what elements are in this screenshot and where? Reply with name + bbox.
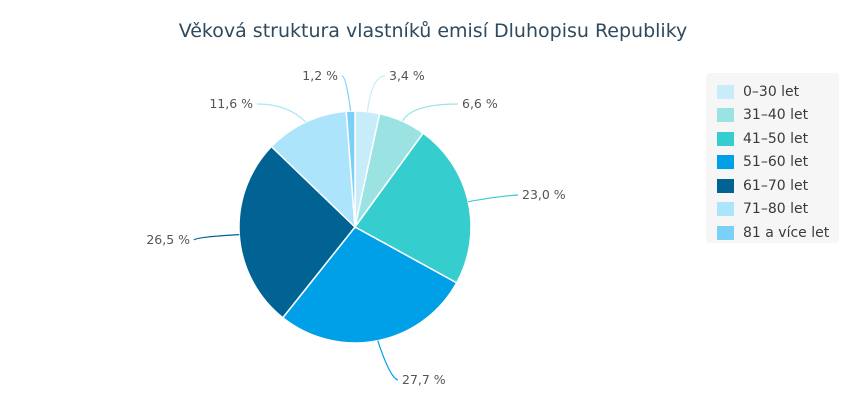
label-connector [377, 340, 399, 381]
legend-item[interactable]: 41–50 let [717, 127, 839, 151]
label-connector [401, 103, 459, 122]
legend-item[interactable]: 81 a více let [717, 221, 839, 245]
legend-label: 31–40 let [743, 107, 809, 124]
data-label: 23,0 % [522, 187, 566, 202]
legend-swatch [717, 155, 734, 170]
legend-swatch [717, 202, 734, 217]
chart-title: Věková struktura vlastníků emisí Dluhopi… [178, 20, 688, 42]
legend-swatch [717, 178, 734, 193]
pie-slice[interactable] [270, 110, 356, 229]
pie-slice[interactable] [353, 132, 472, 284]
legend-label: 61–70 let [743, 177, 809, 194]
legend-label: 0–30 let [743, 83, 800, 100]
pie-slice[interactable] [281, 226, 458, 344]
legend-item[interactable]: 71–80 let [717, 198, 839, 222]
data-label: 27,7 % [402, 372, 446, 387]
label-connector [193, 234, 240, 241]
data-label: 11,6 % [209, 96, 253, 111]
legend-item[interactable]: 61–70 let [717, 174, 839, 198]
legend-swatch [717, 84, 734, 99]
legend-swatch [717, 108, 734, 123]
data-label: 26,5 % [146, 232, 190, 247]
data-label: 3,4 % [389, 68, 425, 83]
data-label: 6,6 % [462, 96, 498, 111]
legend-label: 71–80 let [743, 201, 809, 218]
legend-item[interactable]: 51–60 let [717, 151, 839, 175]
legend-label: 51–60 let [743, 154, 809, 171]
legend-item[interactable]: 0–30 let [717, 80, 839, 104]
legend-label: 41–50 let [743, 130, 809, 147]
label-connector [341, 75, 352, 112]
legend-swatch [717, 225, 734, 240]
legend-swatch [717, 131, 734, 146]
legend: 0–30 let 31–40 let 41–50 let 51–60 let 61–70… [706, 73, 839, 243]
legend-label: 81 a více let [743, 224, 830, 241]
legend-item[interactable]: 31–40 let [717, 104, 839, 128]
label-connector [256, 103, 307, 123]
label-connector [468, 194, 519, 203]
data-label: 1,2 % [302, 68, 338, 83]
label-connector [366, 75, 386, 112]
